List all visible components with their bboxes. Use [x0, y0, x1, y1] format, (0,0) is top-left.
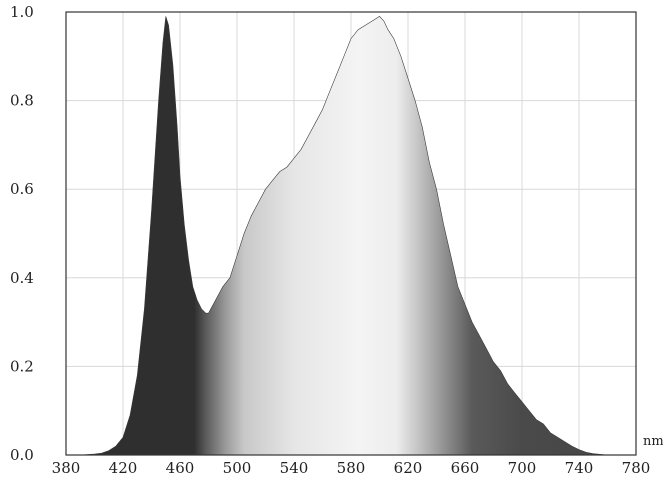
spectrum-area-layer — [66, 16, 636, 456]
spectrum-area — [66, 16, 636, 456]
y-tick-label: 0.6 — [10, 180, 34, 198]
y-tick-label: 0.2 — [10, 357, 34, 375]
x-tick-labels: 380 420 460 500 540 580 620 660 700 740 780 — [52, 459, 651, 477]
x-tick-label: 700 — [508, 459, 537, 477]
x-tick-label: 380 — [52, 459, 81, 477]
x-tick-label: 420 — [109, 459, 138, 477]
x-unit-label: nm — [643, 434, 663, 449]
x-tick-label: 580 — [337, 459, 366, 477]
y-tick-label: 0.8 — [10, 92, 34, 110]
x-tick-label: 620 — [394, 459, 423, 477]
x-tick-label: 500 — [223, 459, 252, 477]
plot-frame — [65, 11, 637, 456]
x-tick-label: 540 — [280, 459, 309, 477]
x-tick-label: 740 — [565, 459, 594, 477]
x-tick-label: 460 — [166, 459, 195, 477]
x-tick-label: 660 — [451, 459, 480, 477]
x-tick-label: 780 — [622, 459, 651, 477]
y-tick-label: 0.4 — [10, 269, 34, 287]
y-tick-label: 0.0 — [10, 446, 34, 464]
y-tick-labels: 0.0 0.2 0.4 0.6 0.8 1.0 — [10, 3, 34, 464]
y-tick-label: 1.0 — [10, 3, 34, 21]
